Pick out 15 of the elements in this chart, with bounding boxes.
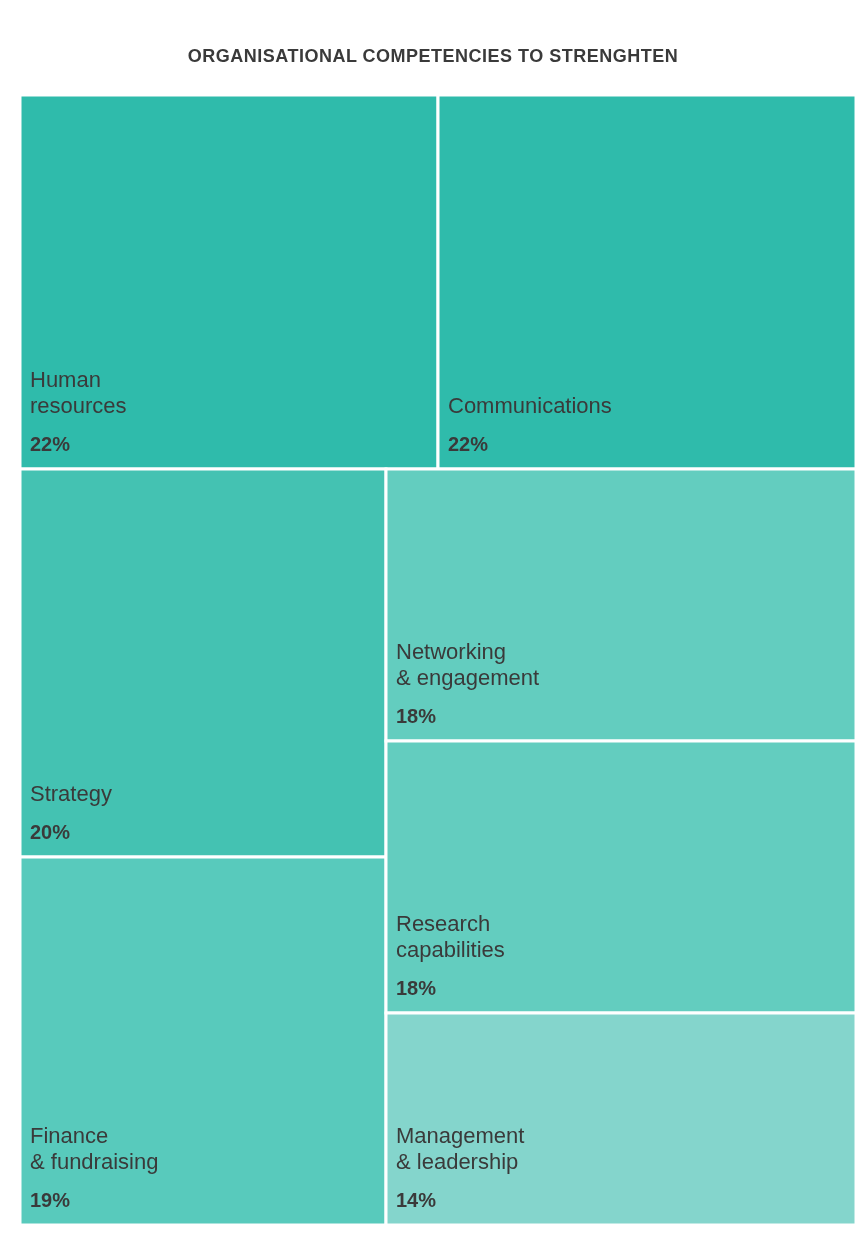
text: ORGANISATIONAL COMPETENCIES TO STRENGHTEN <box>186 45 680 68</box>
data-label: 20% <box>30 821 71 843</box>
category-label: Research capabilities <box>396 911 505 962</box>
data-label: 14% <box>396 1189 437 1211</box>
category-label: Finance & fundraising <box>30 1123 159 1174</box>
data-label: 18% <box>396 705 437 727</box>
data-label: 22% <box>448 433 489 455</box>
data-label: 18% <box>396 977 437 999</box>
category-label: Human resources <box>30 367 127 418</box>
data-label: 22% <box>30 433 71 455</box>
category-label: Management & leadership <box>396 1123 525 1174</box>
data-label: 19% <box>30 1189 71 1211</box>
category-label: Strategy <box>30 781 112 806</box>
category-label: Networking & engagement <box>396 639 540 690</box>
category-label: Communications <box>448 393 612 418</box>
